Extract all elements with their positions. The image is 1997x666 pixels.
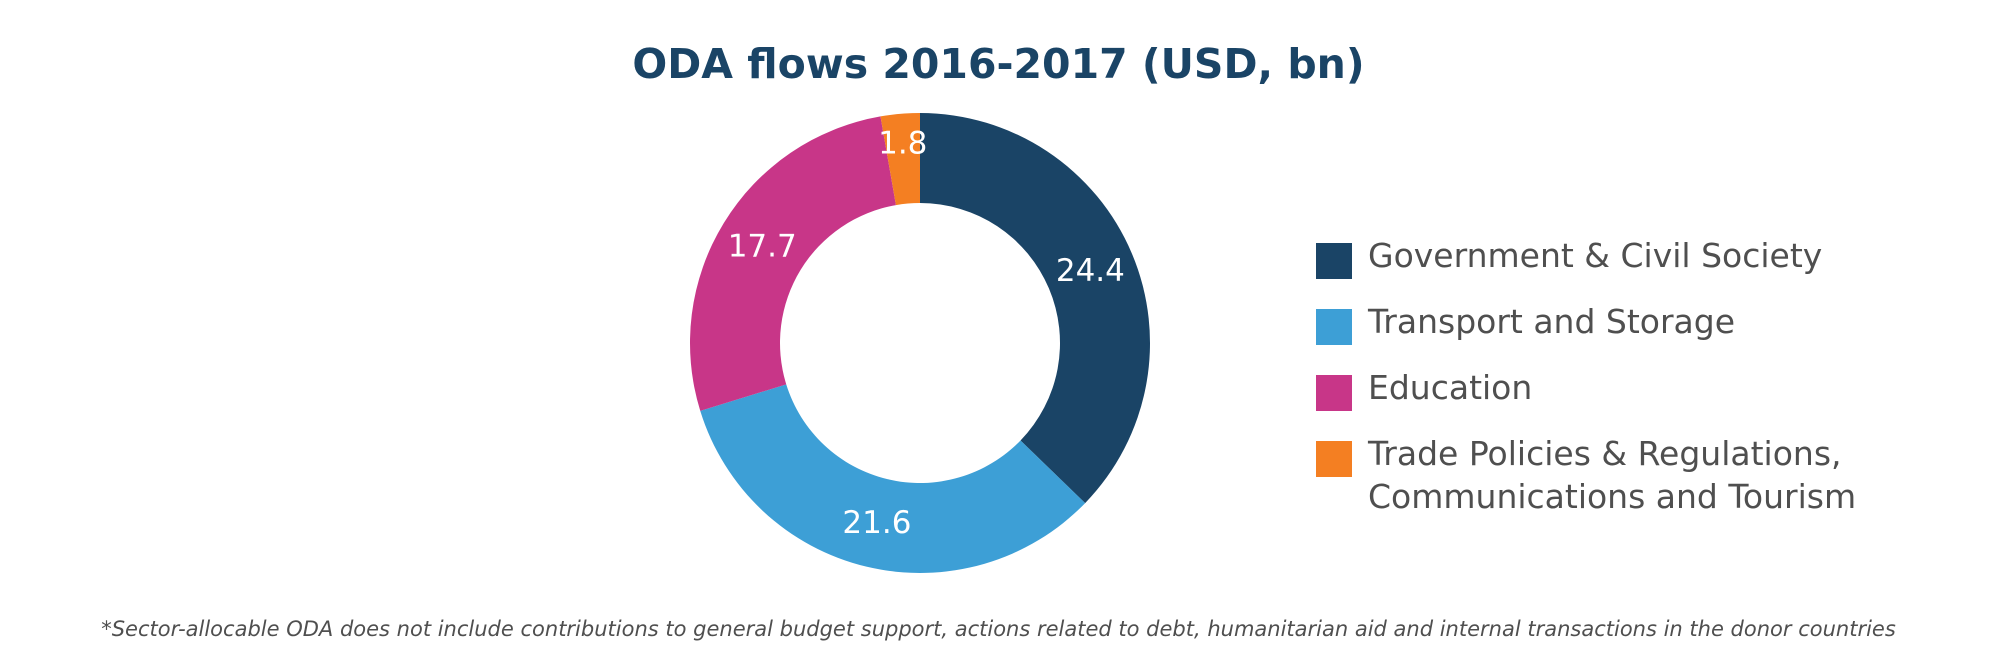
data-label-trade: 1.8 [878,126,927,162]
legend-item-trade: Trade Policies & Regulations, Communicat… [1316,432,1956,518]
legend-item-education: Education [1316,366,1956,411]
legend-swatch-education [1316,375,1352,411]
legend-label-government: Government & Civil Society [1368,236,1823,275]
chart-legend: Government & Civil Society Transport and… [1316,234,1956,541]
legend-label-trade-line-1: Trade Policies & Regulations, [1368,434,1842,473]
donut-slice-trade [880,113,920,206]
data-label-transport: 21.6 [842,505,911,541]
donut-slice-education [690,116,896,411]
legend-label-education: Education [1368,368,1533,407]
donut-slice-government [920,113,1150,504]
legend-swatch-transport [1316,309,1352,345]
legend-label-transport: Transport and Storage [1368,302,1736,341]
legend-item-transport: Transport and Storage [1316,300,1956,345]
data-label-government: 24.4 [1056,253,1125,289]
footnote: *Sector-allocable ODA does not include c… [101,617,1896,641]
legend-item-government: Government & Civil Society [1316,234,1956,279]
data-label-education: 17.7 [728,228,797,264]
legend-swatch-trade [1316,441,1352,477]
chart-title: ODA flows 2016-2017 (USD, bn) [632,40,1365,88]
donut-slice-transport [700,384,1086,573]
legend-label-trade-line-2: Communications and Tourism [1368,477,1857,516]
legend-swatch-government [1316,243,1352,279]
